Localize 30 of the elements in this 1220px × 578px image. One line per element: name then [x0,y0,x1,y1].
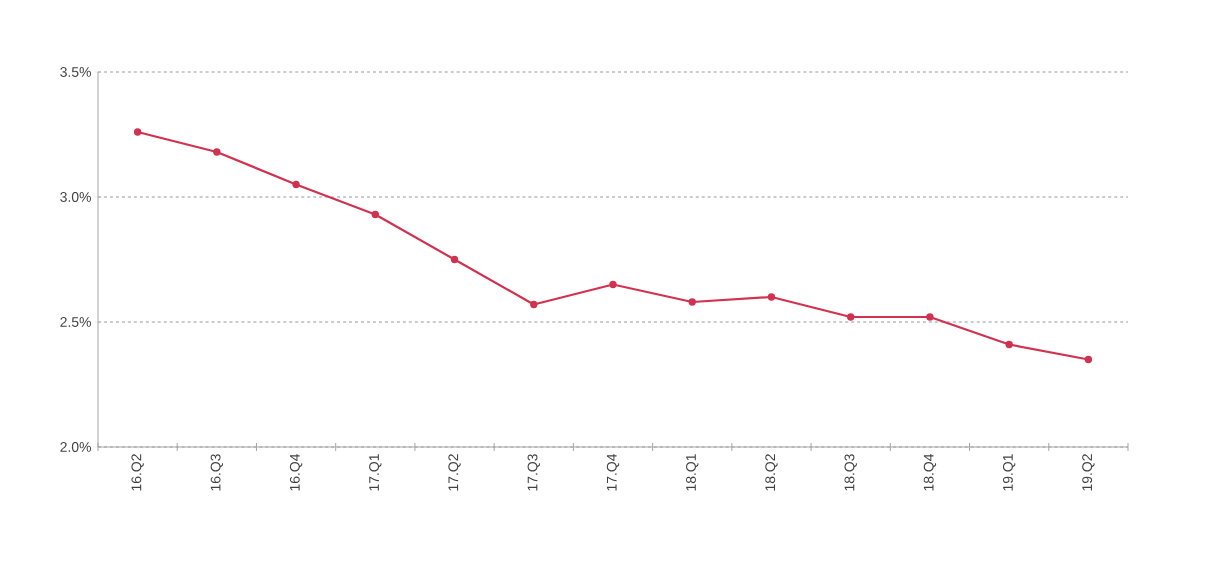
point [609,280,617,289]
x-tick-label: 19.Q1 [1002,454,1016,491]
point [530,300,538,309]
y-tick-label: 3.5% [60,67,91,77]
point [292,180,300,189]
x-tick-label: 17.Q4 [606,453,620,491]
x-tick-label: 17.Q2 [448,454,461,491]
x-tick-label: 18.Q3 [844,454,857,491]
x-tick-label: 17.Q1 [369,454,382,491]
point [213,148,221,156]
x-tick-label: 16.Q2 [131,454,144,491]
x-tick-label: 19.Q2 [1082,454,1095,491]
point [133,128,142,136]
point [847,313,855,321]
point [1005,340,1013,349]
x-tick-label: 17.Q3 [527,454,540,491]
point [926,313,934,321]
x-tick-label: 16.Q4 [289,453,303,491]
x-tick-label: 18.Q4 [923,453,937,491]
x-tick-label: 18.Q1 [686,454,699,491]
y-tick-label: 2.0% [60,442,91,452]
point [688,298,696,306]
x-tick-label: 18.Q2 [765,454,778,491]
point [767,293,776,301]
point [1084,355,1093,364]
y-tick-label: 3.0% [60,192,91,202]
y-tick-label: 2.5% [60,317,91,327]
point [450,255,459,264]
x-tick-label: 16.Q3 [210,454,224,491]
point [371,210,379,219]
